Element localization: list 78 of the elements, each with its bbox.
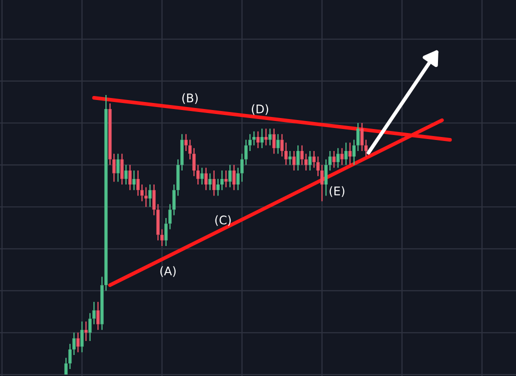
candlestick	[252, 130, 256, 146]
candlestick	[292, 150, 296, 172]
candlestick	[88, 312, 92, 342]
candlestick	[112, 153, 116, 182]
candlestick	[244, 139, 248, 166]
candlestick	[140, 184, 144, 202]
candlestick	[144, 186, 148, 208]
candlestick	[256, 130, 260, 149]
candlestick	[172, 184, 176, 216]
candlestick	[92, 301, 96, 325]
candlestick	[352, 139, 356, 166]
candlestick	[220, 170, 224, 191]
candlestick	[232, 164, 236, 191]
candlestick	[72, 332, 76, 356]
candlestick	[180, 134, 184, 172]
candlestick	[208, 172, 212, 191]
candlestick	[332, 150, 336, 168]
candlestick	[184, 134, 188, 152]
candlestick	[304, 153, 308, 172]
candlestick	[192, 148, 196, 177]
annotation: (C)	[215, 215, 231, 226]
candlestick	[348, 142, 352, 166]
candlestick	[80, 320, 84, 353]
candlestick	[280, 134, 284, 158]
candlestick	[344, 142, 348, 166]
candlestick	[128, 164, 132, 191]
candlestick	[316, 156, 320, 177]
candlestick	[300, 144, 304, 166]
candlestick	[204, 167, 208, 191]
candlestick	[100, 276, 104, 330]
candlestick	[116, 153, 120, 182]
candlestick	[136, 170, 140, 196]
candlestick	[212, 170, 216, 196]
candlestick	[272, 128, 276, 154]
candlestick	[104, 94, 108, 292]
candlestick	[356, 122, 360, 152]
annotation: (E)	[330, 186, 344, 197]
candlestick	[160, 228, 164, 247]
candlestick	[148, 184, 152, 208]
candlestick	[264, 128, 268, 146]
candlestick	[340, 148, 344, 166]
candlestick	[124, 164, 128, 186]
candlestick	[96, 301, 100, 330]
candlestick	[336, 148, 340, 168]
candlestick	[308, 150, 312, 172]
candlestick	[120, 153, 124, 186]
candlestick	[288, 150, 292, 166]
candlestick	[268, 128, 272, 146]
candlestick	[152, 184, 156, 216]
candlestick	[324, 158, 328, 196]
candlestick	[216, 178, 220, 196]
candlestick	[164, 217, 168, 247]
candlestick	[328, 150, 332, 172]
candlestick	[236, 167, 240, 191]
annotation: (A)	[160, 266, 176, 277]
candlestick	[364, 139, 368, 158]
candlestick	[132, 170, 136, 191]
candlestick	[312, 150, 316, 168]
candlestick	[156, 204, 160, 241]
annotation: (B)	[182, 93, 198, 104]
candlestick	[200, 167, 204, 186]
candlestick	[240, 153, 244, 182]
annotation: (D)	[252, 104, 268, 115]
candlestick	[68, 343, 72, 370]
candlestick	[188, 139, 192, 160]
candlestick	[108, 102, 112, 166]
candlestick	[176, 158, 180, 196]
candlestick	[284, 142, 288, 166]
candlestick	[196, 164, 200, 186]
candlestick	[296, 144, 300, 172]
candlestick	[276, 134, 280, 154]
candlestick	[360, 122, 364, 152]
candlestick	[76, 332, 80, 353]
candlestick	[320, 164, 324, 202]
candlestick	[228, 164, 232, 188]
candlestick	[260, 128, 264, 149]
candlestick	[168, 204, 172, 230]
candlestick	[248, 134, 252, 152]
